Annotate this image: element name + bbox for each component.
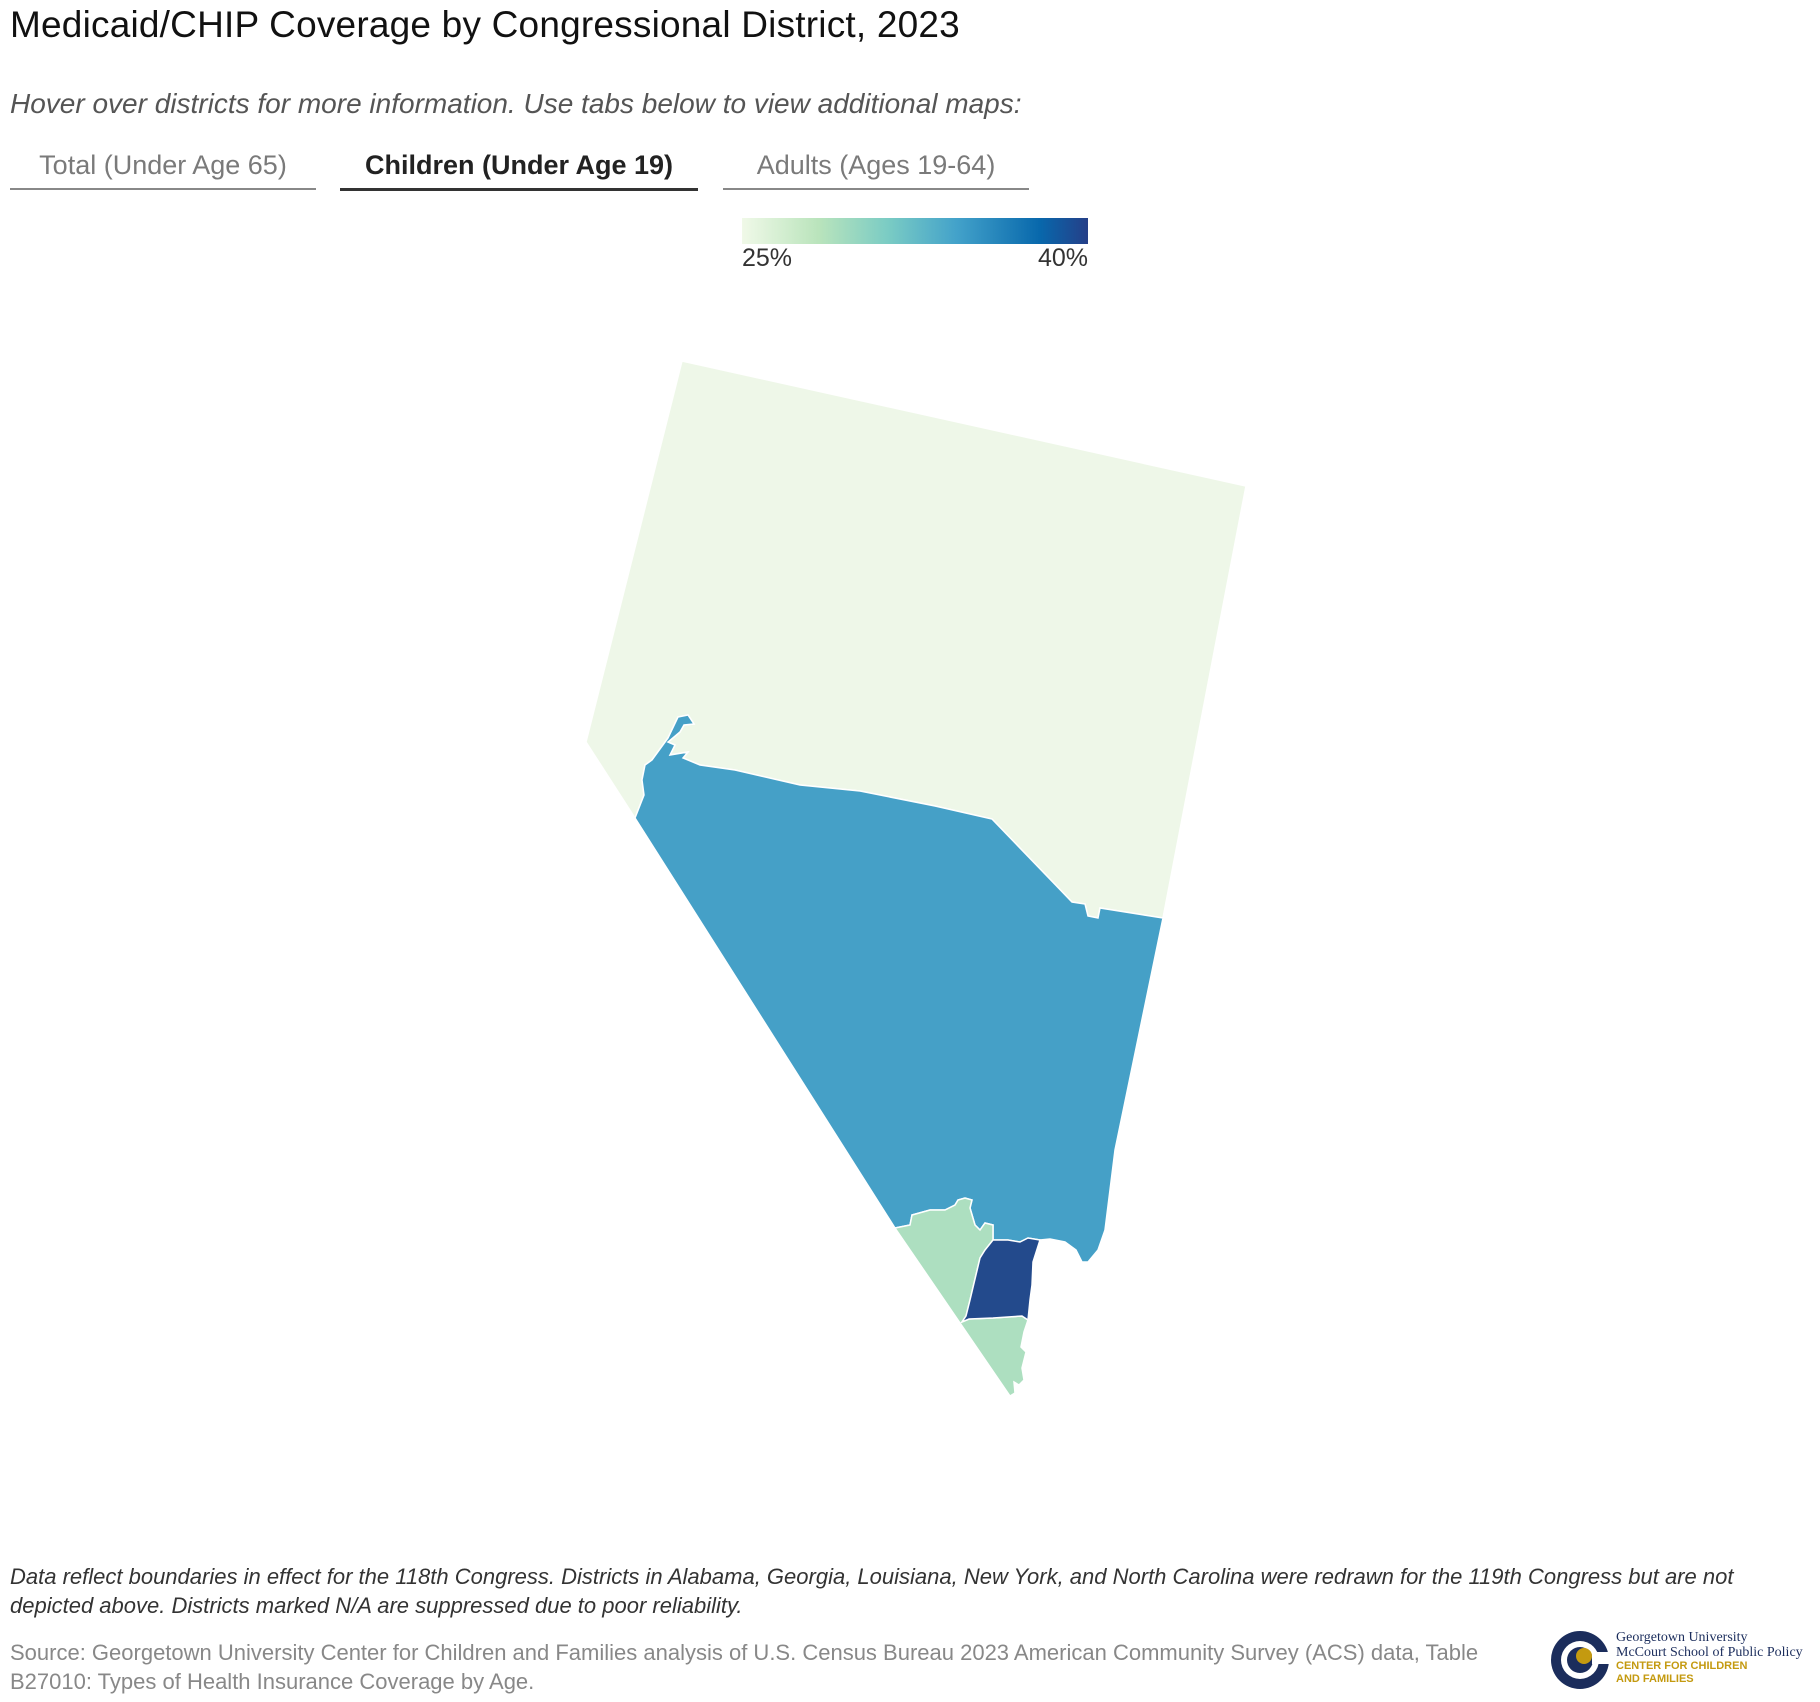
boundary-note: Data reflect boundaries in effect for th…: [10, 1564, 1734, 1618]
source-note: Source: Georgetown University Center for…: [10, 1640, 1479, 1694]
logo-line-school: McCourt School of Public Policy: [1616, 1645, 1803, 1660]
page-title: Medicaid/CHIP Coverage by Congressional …: [10, 4, 960, 45]
map-tabs: Total (Under Age 65) Children (Under Age…: [10, 146, 1210, 192]
legend-min-label: 25%: [742, 244, 793, 272]
district-map: [585, 360, 1247, 1398]
logo-text: Georgetown University McCourt School of …: [1616, 1630, 1803, 1686]
logo-emblem-icon: [1551, 1631, 1612, 1689]
logo-line-families: AND FAMILIES: [1616, 1673, 1694, 1685]
georgetown-ccf-logo: Georgetown University McCourt School of …: [1548, 1628, 1818, 1696]
legend-max-label: 40%: [1037, 244, 1088, 272]
subtitle: Hover over districts for more informatio…: [10, 88, 1022, 119]
logo-line-center: CENTER FOR CHILDREN: [1616, 1660, 1748, 1672]
tab-adults[interactable]: Adults (Ages 19-64): [723, 146, 1029, 190]
logo-line-university: Georgetown University: [1616, 1630, 1748, 1645]
tab-children[interactable]: Children (Under Age 19): [340, 146, 698, 191]
legend-gradient-bar: [742, 218, 1088, 244]
district-nv-1[interactable]: [959, 1237, 1041, 1324]
tab-total[interactable]: Total (Under Age 65): [10, 146, 316, 190]
color-legend: 25% 40%: [742, 218, 1088, 278]
